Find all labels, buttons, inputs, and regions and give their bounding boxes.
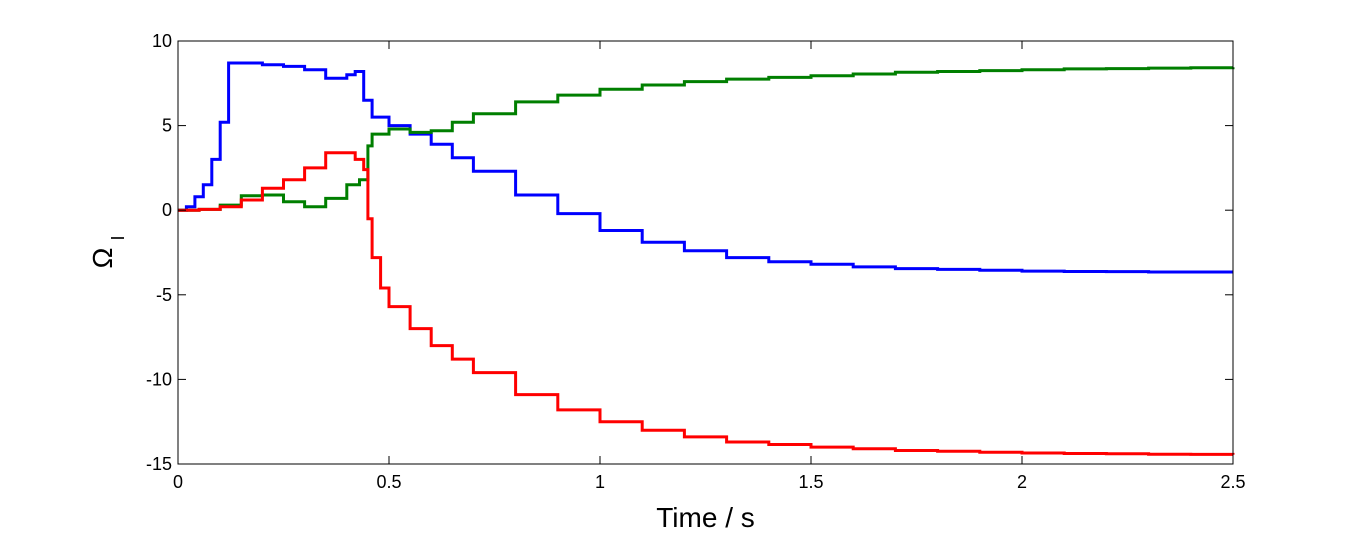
y-axis: -15 -10 -5 0 5 10 xyxy=(146,31,1233,474)
y-tick-label: -15 xyxy=(146,454,172,474)
y-axis-title: Ω I xyxy=(87,235,128,268)
y-axis-title-subscript: I xyxy=(108,235,128,240)
plot-lines xyxy=(178,61,1235,456)
x-axis: 0 0.5 1 1.5 2 2.5 xyxy=(173,41,1246,492)
series-line-3 xyxy=(178,151,1235,456)
y-tick-label: -5 xyxy=(156,285,172,305)
x-tick-label: 2.5 xyxy=(1220,472,1245,492)
y-tick-label: -10 xyxy=(146,369,172,389)
x-tick-label: 0.5 xyxy=(376,472,401,492)
series-line-1 xyxy=(178,61,1233,274)
x-tick-label: 2 xyxy=(1017,472,1027,492)
x-axis-title: Time / s xyxy=(656,502,755,533)
y-tick-label: 10 xyxy=(152,31,172,51)
x-tick-label: 1 xyxy=(595,472,605,492)
y-tick-label: 0 xyxy=(162,200,172,220)
y-tick-label: 5 xyxy=(162,116,172,136)
y-axis-title-symbol: Ω xyxy=(87,248,118,269)
plot-frame xyxy=(177,40,1234,465)
x-tick-label: 1.5 xyxy=(798,472,823,492)
series-line-2 xyxy=(178,66,1235,212)
x-tick-label: 0 xyxy=(173,472,183,492)
